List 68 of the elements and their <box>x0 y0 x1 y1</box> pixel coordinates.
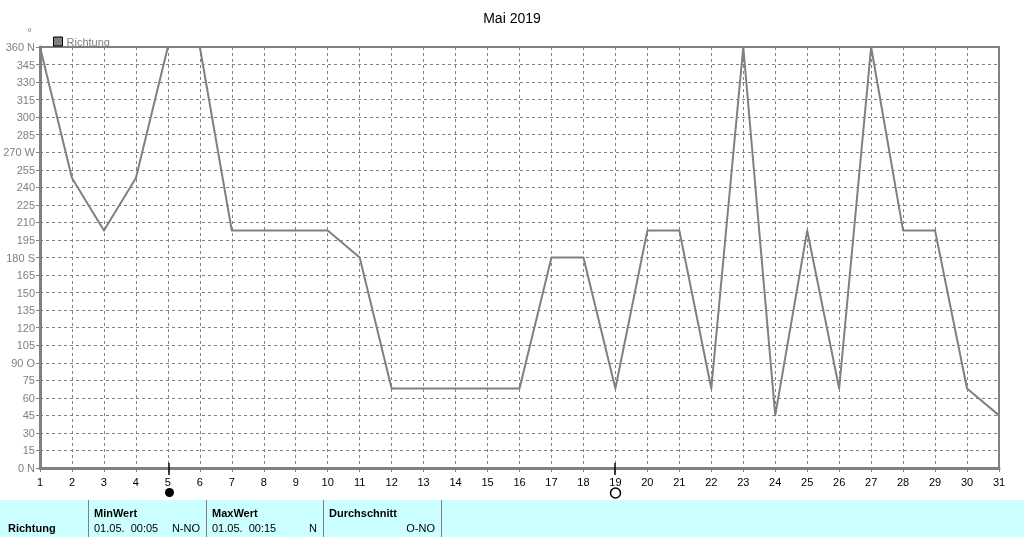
y-tick-label: 180 S <box>6 251 35 264</box>
y-tick-label: 330 <box>16 76 35 89</box>
x-tick-label: 7 <box>228 475 235 488</box>
x-tick-label: 22 <box>705 475 718 488</box>
y-tick-label: 45 <box>22 409 35 422</box>
x-tick-label: 24 <box>769 475 782 488</box>
y-tick-label: 15 <box>22 444 35 457</box>
text: N-NO <box>171 522 200 534</box>
x-tick-label: 23 <box>737 475 750 488</box>
y-tick-label: 255 <box>16 163 35 176</box>
x-tick-label: 27 <box>865 475 878 488</box>
legend-label: Richtung <box>66 35 110 48</box>
text: Durchschnitt <box>329 507 397 519</box>
x-tick-label: 17 <box>545 475 558 488</box>
y-tick-label: 195 <box>16 233 35 246</box>
x-tick-label: 26 <box>833 475 846 488</box>
x-tick-label: 6 <box>196 475 203 488</box>
x-tick-label: 19 <box>609 475 622 488</box>
x-tick-label: 31 <box>992 475 1006 488</box>
x-tick-label: 29 <box>928 475 942 488</box>
text: 01.05. 00:05 <box>94 522 159 534</box>
y-tick-label: 135 <box>16 304 35 317</box>
x-tick-label: 4 <box>132 475 139 488</box>
y-tick-label: 300 <box>16 111 35 124</box>
y-tick-label: 150 <box>16 286 35 299</box>
x-tick-label: 2 <box>68 475 76 488</box>
y-tick-label: 315 <box>16 93 35 106</box>
y-tick-label: 240 <box>16 181 35 194</box>
y-tick-label: 75 <box>22 374 35 387</box>
y-tick-label: 30 <box>22 426 35 439</box>
y-tick-label: 270 W <box>3 146 36 159</box>
x-tick-label: 13 <box>417 475 430 488</box>
x-tick-label: 1 <box>36 475 44 488</box>
x-tick-label: 8 <box>260 475 267 488</box>
x-tick-label: 15 <box>481 475 494 488</box>
x-tick-label: 18 <box>577 475 590 488</box>
x-tick-label: 14 <box>449 475 462 488</box>
y-tick-label: 345 <box>16 58 35 71</box>
y-tick-label: 360 N <box>5 41 36 53</box>
x-tick-label: 21 <box>673 475 686 488</box>
text: 01.05. 00:15 <box>212 522 277 534</box>
y-axis-title: ° <box>27 25 32 38</box>
x-tick-label: 25 <box>801 475 814 488</box>
x-tick-label: 12 <box>385 475 398 488</box>
x-tick-label: 9 <box>292 475 299 488</box>
y-tick-label: 120 <box>16 321 35 334</box>
x-tick-label: 10 <box>321 475 334 488</box>
y-tick-label: 210 <box>16 216 35 229</box>
x-tick-label: 11 <box>353 475 366 488</box>
x-tick-label: 28 <box>896 475 910 488</box>
y-tick-label: 90 O <box>11 356 36 369</box>
x-tick-label: 5 <box>164 475 171 488</box>
text: MaxWert <box>212 507 258 519</box>
y-tick-label: 0 N <box>17 462 36 474</box>
text: Richtung <box>8 522 56 534</box>
x-tick-label: 3 <box>100 475 107 488</box>
x-tick-label: 20 <box>641 475 654 488</box>
x-tick-label: 16 <box>513 475 526 488</box>
x-tick-label: 30 <box>960 475 974 488</box>
text: MinWert <box>94 507 138 519</box>
text: N <box>309 522 317 534</box>
y-tick-label: 285 <box>16 128 35 141</box>
y-tick-label: 225 <box>16 198 35 211</box>
y-tick-label: 105 <box>16 339 35 352</box>
text: O-NO <box>406 522 435 534</box>
y-tick-label: 60 <box>22 391 35 404</box>
y-tick-label: 165 <box>16 269 35 282</box>
chart-title: Mai 2019 <box>483 10 542 26</box>
